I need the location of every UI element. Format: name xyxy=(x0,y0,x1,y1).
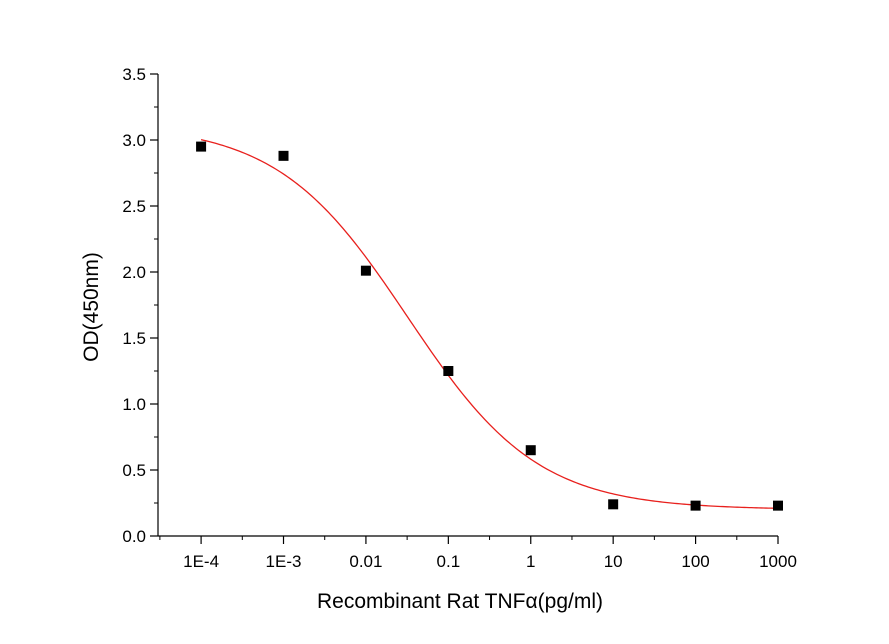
data-point xyxy=(443,366,454,376)
x-axis-title: Recombinant Rat TNFα(pg/ml) xyxy=(317,590,603,613)
fit-curve-layer xyxy=(200,139,779,509)
y-tick-label: 3.0 xyxy=(122,131,146,150)
labels-layer: Recombinant Rat TNFα(pg/ml) OD(450nm) 0.… xyxy=(80,65,797,613)
data-point xyxy=(196,141,207,152)
x-tick-label: 1 xyxy=(526,552,535,571)
y-tick-label: 0.0 xyxy=(122,527,146,546)
data-point xyxy=(278,150,289,161)
x-tick-label: 10 xyxy=(604,552,623,571)
axes-layer xyxy=(150,73,779,544)
y-tick-label: 2.5 xyxy=(122,197,146,216)
data-point xyxy=(360,265,371,276)
x-tick-label: 1000 xyxy=(759,552,797,571)
x-tick-label: 0.01 xyxy=(349,552,382,571)
fit-curve xyxy=(200,139,779,509)
y-axis-title: OD(450nm) xyxy=(80,252,103,362)
y-tick-label: 2.0 xyxy=(122,263,146,282)
x-tick-label: 100 xyxy=(681,552,709,571)
x-tick-label: 1E-3 xyxy=(266,552,302,571)
y-tick-label: 3.5 xyxy=(122,65,146,84)
data-point xyxy=(690,500,701,511)
y-tick-label: 0.5 xyxy=(122,461,146,480)
x-tick-label: 1E-4 xyxy=(183,552,219,571)
data-point xyxy=(608,499,619,510)
data-point xyxy=(525,445,536,456)
data-points-layer xyxy=(196,141,783,511)
y-tick-label: 1.5 xyxy=(122,329,146,348)
y-tick-label: 1.0 xyxy=(122,395,146,414)
data-point xyxy=(773,500,783,511)
x-tick-label: 0.1 xyxy=(437,552,461,571)
